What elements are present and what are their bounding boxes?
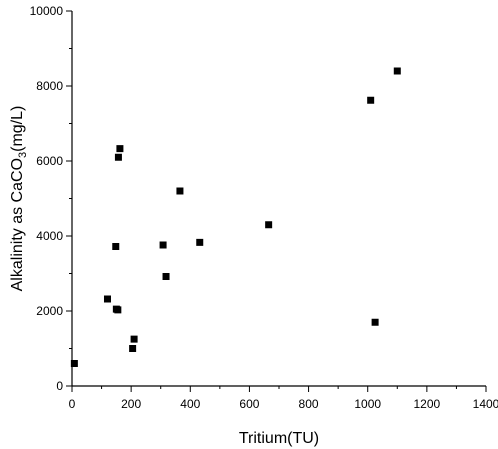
data-point — [70, 360, 78, 367]
x-tick-label: 1200 — [414, 397, 441, 411]
x-tick-label: 0 — [69, 397, 76, 411]
y-tick-label: 6000 — [36, 154, 63, 168]
y-tick-label: 8000 — [36, 79, 63, 93]
data-point — [367, 96, 375, 104]
data-point — [114, 306, 122, 314]
data-point — [129, 345, 137, 352]
x-tick-label: 1400 — [473, 397, 498, 411]
y-tick-label: 0 — [56, 379, 63, 393]
y-axis-title-main: Alkalinity as CaCO — [9, 158, 26, 291]
data-point — [112, 243, 120, 250]
axes — [71, 11, 486, 387]
x-tick-label: 400 — [180, 397, 200, 411]
data-point — [371, 318, 379, 326]
data-point — [176, 187, 184, 195]
y-axis-title: Alkalinity as CaCO3(mg/L) — [9, 106, 29, 292]
data-point — [116, 145, 124, 153]
y-axis-ticks: 0 2000 4000 6000 8000 10000 — [30, 4, 72, 393]
y-tick-label: 10000 — [30, 4, 64, 18]
x-tick-label: 800 — [299, 397, 319, 411]
data-point — [103, 295, 111, 303]
data-point — [265, 221, 273, 229]
x-tick-label: 200 — [121, 397, 141, 411]
x-axis-ticks: 0 200 400 600 800 1000 1200 1400 — [69, 386, 498, 411]
data-point — [393, 67, 401, 75]
y-axis-title-unit: (mg/L) — [9, 106, 26, 152]
y-tick-label: 2000 — [36, 304, 63, 318]
data-points — [70, 67, 401, 367]
x-tick-label: 1000 — [354, 397, 381, 411]
x-tick-label: 600 — [239, 397, 259, 411]
x-axis-title: Tritium(TU) — [239, 430, 319, 447]
y-tick-label: 4000 — [36, 229, 63, 243]
data-point — [196, 238, 204, 246]
data-point — [159, 241, 167, 249]
data-point — [162, 273, 170, 280]
y-axis-title-subscript: 3 — [17, 152, 29, 158]
data-point — [114, 153, 122, 161]
data-point — [130, 335, 138, 343]
